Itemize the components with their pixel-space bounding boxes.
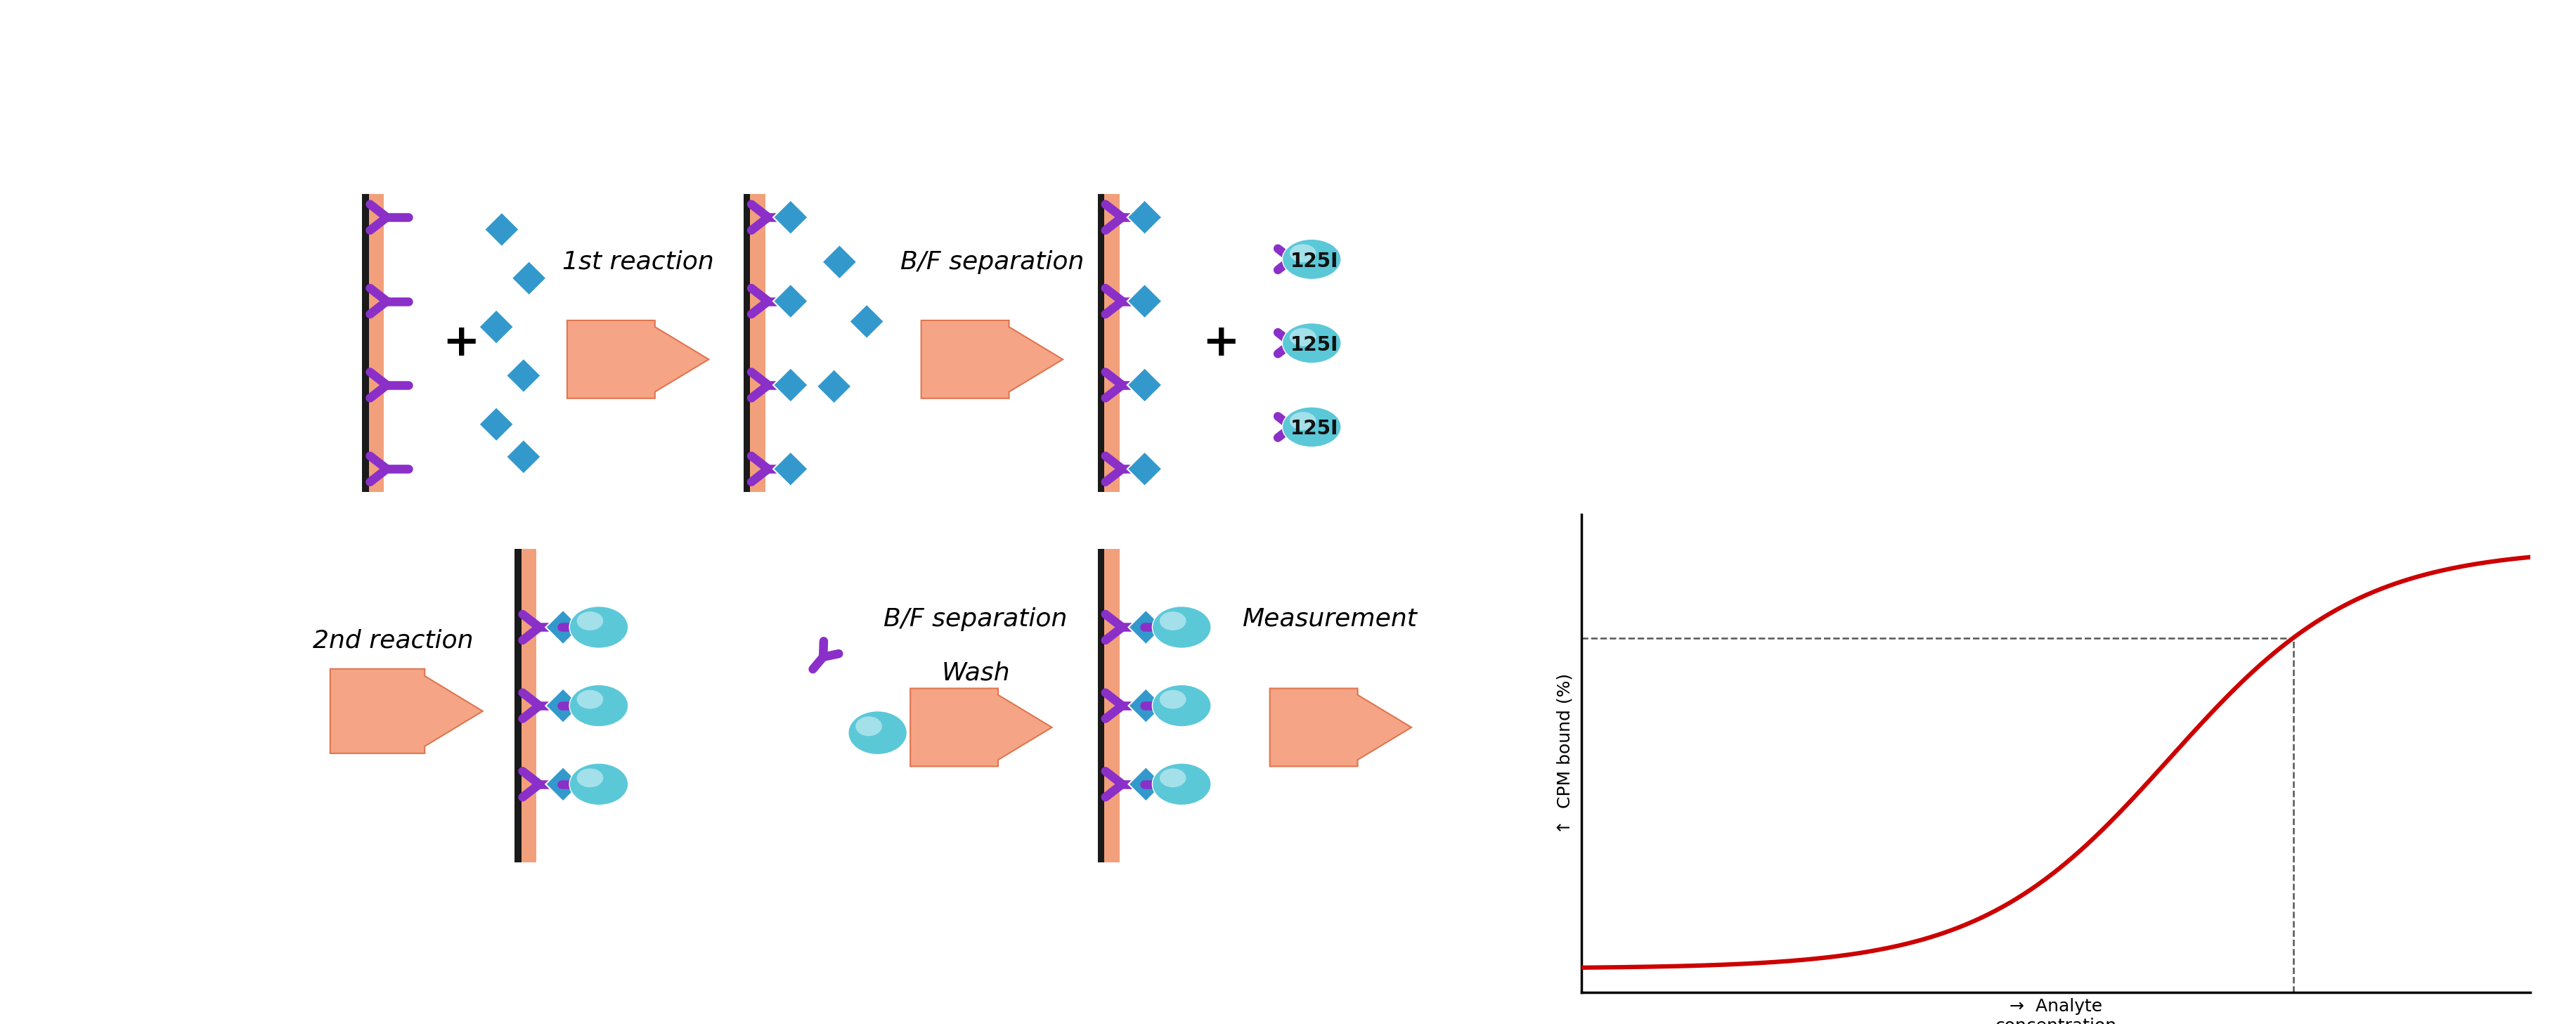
Polygon shape xyxy=(567,321,708,398)
Bar xyxy=(750,195,765,492)
Ellipse shape xyxy=(1291,412,1316,430)
Bar xyxy=(363,195,384,492)
Bar xyxy=(744,195,765,492)
Ellipse shape xyxy=(1159,611,1185,631)
Text: Measurement: Measurement xyxy=(1242,607,1417,631)
Ellipse shape xyxy=(1159,768,1185,787)
Ellipse shape xyxy=(855,717,881,736)
Text: B/F separation: B/F separation xyxy=(899,250,1084,273)
Text: 1st reaction: 1st reaction xyxy=(562,250,714,273)
Ellipse shape xyxy=(1151,763,1211,805)
Bar xyxy=(1097,549,1121,862)
Ellipse shape xyxy=(1291,328,1316,346)
Ellipse shape xyxy=(1283,240,1342,280)
Ellipse shape xyxy=(848,711,907,755)
Bar xyxy=(1105,549,1121,862)
X-axis label: →  Analyte
concentration: → Analyte concentration xyxy=(1994,998,2117,1024)
Ellipse shape xyxy=(1151,685,1211,727)
Text: Wash: Wash xyxy=(940,662,1010,685)
Text: 125I: 125I xyxy=(1291,419,1340,439)
Text: +: + xyxy=(1203,322,1239,365)
Text: 2nd reaction: 2nd reaction xyxy=(312,629,474,652)
Ellipse shape xyxy=(569,606,629,648)
Text: 125I: 125I xyxy=(1291,252,1340,271)
Bar xyxy=(515,549,536,862)
Polygon shape xyxy=(330,669,482,754)
Ellipse shape xyxy=(1159,690,1185,709)
Polygon shape xyxy=(1270,688,1412,766)
Text: 125I: 125I xyxy=(1291,335,1340,355)
Ellipse shape xyxy=(1283,323,1342,364)
Polygon shape xyxy=(922,321,1064,398)
Ellipse shape xyxy=(569,685,629,727)
Text: B/F separation: B/F separation xyxy=(884,607,1066,631)
Ellipse shape xyxy=(569,763,629,805)
Ellipse shape xyxy=(1151,606,1211,648)
Bar xyxy=(520,549,536,862)
Bar xyxy=(1097,195,1121,492)
Ellipse shape xyxy=(577,690,603,709)
Ellipse shape xyxy=(577,768,603,787)
Y-axis label: ↑  CPM bound (%): ↑ CPM bound (%) xyxy=(1556,673,1574,834)
Text: +: + xyxy=(443,322,479,365)
Polygon shape xyxy=(909,688,1051,766)
Ellipse shape xyxy=(577,611,603,631)
Ellipse shape xyxy=(1291,244,1316,262)
Bar xyxy=(1105,195,1121,492)
Ellipse shape xyxy=(1283,407,1342,447)
Bar xyxy=(368,195,384,492)
